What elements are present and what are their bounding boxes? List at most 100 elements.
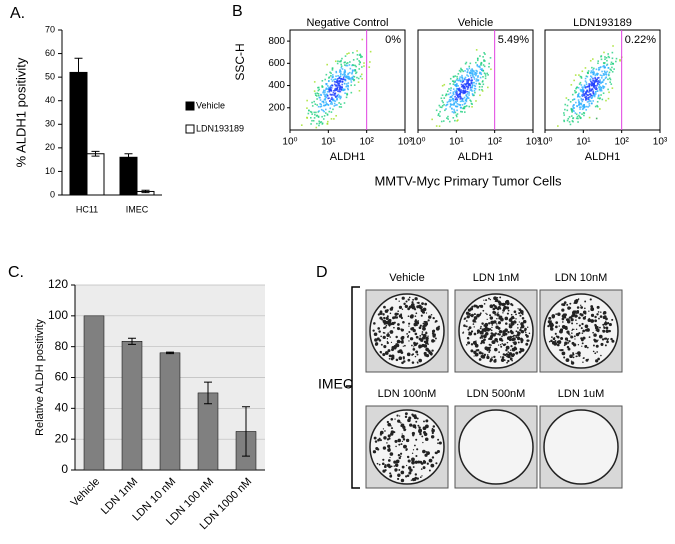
event-dot [590, 94, 592, 97]
event-dot [317, 94, 320, 97]
colony [398, 300, 400, 302]
colony [513, 346, 517, 349]
colony [382, 335, 386, 339]
x-tick-label: IMEC [126, 204, 149, 214]
colony [384, 464, 387, 467]
colony [437, 438, 440, 441]
event-dot [481, 90, 484, 92]
colony [590, 319, 595, 323]
colony [595, 329, 597, 331]
colony [407, 298, 410, 301]
event-dot [598, 97, 601, 100]
colony [391, 321, 395, 326]
event-dot [336, 88, 339, 91]
colony [381, 462, 385, 466]
event-dot [578, 101, 580, 103]
colony [510, 358, 512, 361]
event-dot [453, 111, 455, 114]
event-dot [331, 96, 333, 99]
event-dot [452, 92, 455, 95]
event-dot [454, 80, 456, 82]
event-dot [462, 79, 464, 81]
event-dot [352, 78, 354, 80]
colony [424, 322, 429, 326]
colony [473, 316, 478, 320]
event-dot [446, 101, 449, 104]
event-dot [480, 63, 482, 65]
colony [421, 306, 423, 308]
colony [518, 312, 521, 315]
event-dot [478, 72, 481, 75]
colony [515, 351, 519, 355]
colony [554, 332, 557, 335]
event-dot [464, 102, 467, 105]
colony [431, 428, 435, 433]
event-dot [574, 112, 577, 114]
panel-label: C. [8, 264, 24, 281]
colony [518, 308, 522, 312]
event-dot [483, 52, 485, 54]
event-dot [605, 83, 607, 85]
colony [507, 309, 510, 312]
colony [517, 341, 520, 344]
event-dot [454, 98, 457, 100]
colony [373, 322, 376, 325]
event-dot [466, 68, 468, 70]
event-dot [345, 62, 348, 65]
event-dot [357, 81, 360, 83]
event-dot [458, 78, 461, 80]
y-axis-label: SSC-H [233, 43, 247, 80]
colony [415, 454, 418, 458]
event-dot [579, 81, 582, 84]
event-dot [454, 119, 456, 122]
event-dot [573, 79, 575, 82]
colony [434, 321, 437, 323]
colony [483, 299, 485, 301]
colony [500, 345, 503, 348]
colony [500, 358, 505, 362]
colony [376, 337, 380, 341]
event-dot [339, 79, 342, 82]
colony [556, 343, 560, 347]
event-dot [350, 81, 353, 83]
event-dot [477, 79, 479, 81]
colony [604, 344, 607, 347]
colony [425, 450, 428, 453]
event-dot [603, 66, 606, 69]
colony [502, 309, 505, 312]
colony [387, 444, 391, 448]
colony [421, 302, 424, 306]
event-dot [581, 90, 584, 93]
event-dot [582, 89, 585, 91]
event-dot [596, 100, 599, 103]
event-dot [351, 69, 354, 72]
event-dot [610, 61, 613, 64]
event-dot [465, 82, 468, 85]
event-dot [590, 70, 593, 72]
colony [595, 344, 599, 348]
event-dot [456, 75, 458, 78]
colony [421, 435, 424, 438]
event-dot [580, 117, 582, 119]
event-dot [337, 60, 339, 63]
event-dot [605, 76, 608, 79]
colony [418, 426, 421, 429]
event-dot [345, 83, 348, 85]
event-dot [324, 97, 327, 100]
colony [490, 320, 495, 325]
colony [393, 460, 397, 464]
colony [491, 356, 493, 359]
colony [509, 335, 513, 339]
colony [497, 321, 502, 325]
event-dot [584, 87, 587, 89]
y-tick-label: 60 [45, 48, 55, 58]
colony [524, 329, 527, 332]
event-dot [605, 56, 608, 59]
colony [525, 331, 527, 334]
event-dot [341, 68, 344, 70]
colony [588, 336, 591, 339]
colony [418, 358, 423, 363]
event-dot [355, 72, 357, 75]
event-dot [596, 74, 599, 76]
event-dot [604, 77, 607, 80]
